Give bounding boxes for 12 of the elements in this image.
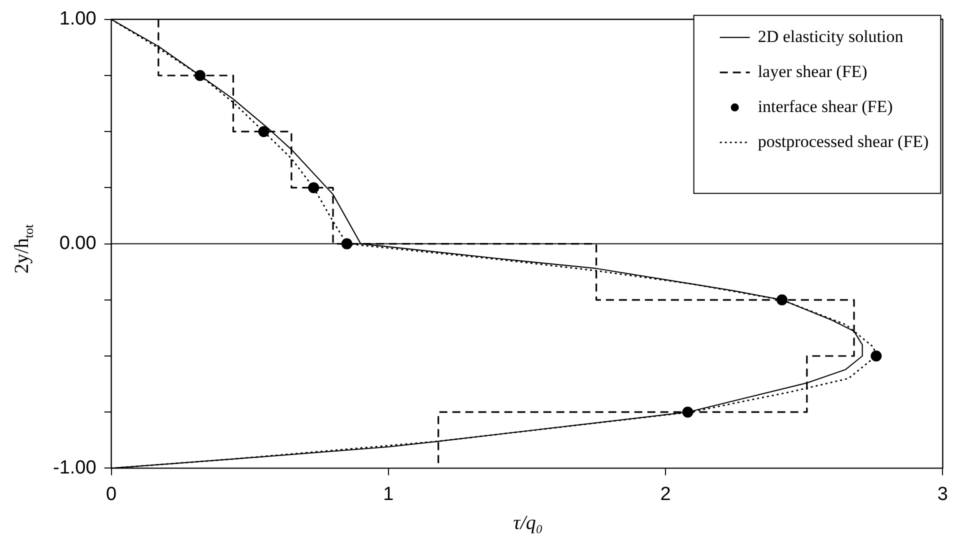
y-tick-label: -1.00: [52, 457, 96, 478]
x-tick-label: 2: [660, 484, 671, 505]
legend-label: 2D elasticity solution: [758, 26, 904, 46]
legend-label: postprocessed shear (FE): [758, 132, 929, 151]
legend-label: layer shear (FE): [758, 62, 868, 81]
x-axis-title: τ/q₀: [512, 512, 544, 535]
y-tick-label: 0.00: [59, 233, 96, 254]
x-tick-label: 0: [106, 484, 117, 505]
legend-label: interface shear (FE): [758, 96, 893, 116]
x-tick-label: 1: [383, 484, 394, 505]
y-tick-label: 1.00: [59, 8, 96, 30]
x-tick-label: 3: [937, 484, 948, 505]
